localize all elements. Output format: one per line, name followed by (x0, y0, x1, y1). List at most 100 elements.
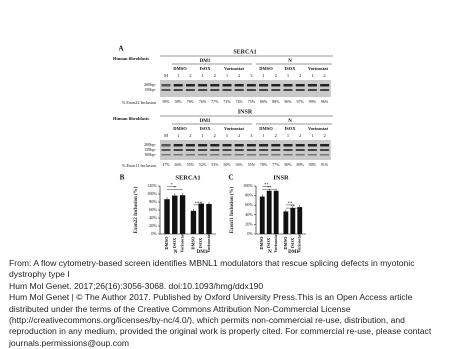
x-tick-label: ISOX (266, 237, 271, 248)
inclusion-value: 96% (321, 99, 329, 104)
gel-band (295, 84, 305, 87)
gel-band (259, 89, 269, 91)
lane-label: 1 (177, 133, 179, 138)
inclusion-value: 97% (297, 99, 305, 104)
y-tick-label: 20% (245, 221, 253, 226)
gel-band (283, 89, 293, 91)
lane-label: 1 (226, 133, 228, 138)
gel-band (283, 154, 293, 156)
lane-label: 1 (177, 73, 179, 78)
lane-label: 3 (250, 133, 253, 138)
group-label: DM1 (200, 59, 211, 64)
y-tick-label: 0% (151, 231, 157, 236)
gel-band (283, 144, 293, 147)
inclusion-value: 90% (309, 162, 317, 167)
significance-mark: * (171, 182, 174, 187)
y-tick-label: 100% (147, 191, 157, 196)
lane-label: 1 (201, 73, 203, 78)
page: A Human fibroblasts SERCA1 DM1 N DMSO ISOX Vori… (9, 44, 432, 348)
lane-label: 1 (262, 133, 264, 138)
treatment-label: DMSO (259, 66, 273, 71)
gel-image (160, 140, 331, 160)
inclusion-value: 55% (187, 162, 195, 167)
inclusion-value: 77% (211, 99, 219, 104)
gel-band (222, 149, 232, 151)
treatment-label: Vorinostat (224, 126, 245, 131)
gel-band (320, 149, 330, 151)
gel-band (234, 144, 244, 147)
gel-band (222, 154, 232, 156)
gel-band (161, 154, 171, 156)
group-label: DM1 (288, 250, 299, 255)
bar (266, 190, 272, 234)
inclusion-value: 76% (199, 99, 207, 104)
row-label: Human fibroblasts (113, 56, 149, 61)
treatment-label: DMSO (173, 126, 187, 131)
lane-label: 1 (311, 133, 313, 138)
group-label: N (288, 119, 292, 124)
lane-label: 2 (323, 133, 325, 138)
lane-label: 1 (262, 73, 264, 78)
treatment-label: DMSO (173, 66, 187, 71)
gel-band (185, 149, 195, 151)
inclusion-label: % Exon22 Inclusion (122, 100, 157, 105)
gel-band (185, 144, 195, 147)
gel-band (307, 154, 317, 156)
gel-band (271, 89, 281, 91)
lane-label: M (164, 73, 168, 78)
lane-label: 1 (201, 133, 203, 138)
gel-band (246, 84, 256, 87)
gel-band (271, 154, 281, 156)
size-label: 200bp- (144, 82, 156, 87)
gel-band (246, 89, 256, 91)
gel-band (246, 144, 256, 147)
gel-band (307, 89, 317, 91)
inclusion-value: 99% (309, 99, 317, 104)
panel-label: C (228, 174, 233, 182)
treatment-label: Vorinostat (224, 66, 245, 71)
y-tick-label: 60% (149, 207, 157, 212)
gel-band (173, 89, 183, 91)
gene-label: INSR (238, 109, 253, 115)
gel-band (161, 149, 171, 151)
gel-band (161, 89, 171, 91)
caption: From: A flow cytometry-based screen iden… (9, 258, 445, 349)
gel-band (198, 84, 208, 87)
y-tick-label: 80% (245, 193, 253, 198)
x-tick-label: Vorinostat (180, 233, 185, 253)
lane-label: 2 (238, 73, 240, 78)
inclusion-value: 53% (211, 162, 219, 167)
lane-label: 2 (238, 133, 240, 138)
inclusion-value: 73% (223, 99, 231, 104)
gel-band (222, 84, 232, 87)
gel-band (222, 89, 232, 91)
gel-band (173, 144, 183, 147)
caption-license: Hum Mol Genet | © The Author 2017. Publi… (9, 292, 432, 348)
gel-band (173, 149, 183, 151)
gel-band (259, 144, 269, 147)
gel-band (185, 84, 195, 87)
gel-band (198, 144, 208, 147)
x-tick-label: Vorinostat (297, 233, 302, 253)
significance-mark: ** (267, 185, 272, 190)
size-label: 200bp- (144, 142, 156, 147)
x-tick-label: ISOX (290, 237, 295, 248)
inclusion-value: 46% (175, 162, 183, 167)
gel-band (271, 84, 281, 87)
y-axis-label: Exon22 Inclusion (%) (134, 186, 139, 233)
treatment-label: ISOX (284, 66, 296, 71)
chart-title: SERCA1 (175, 174, 200, 181)
gel-band (198, 154, 208, 156)
lane-label: 1 (311, 73, 313, 78)
bar (198, 203, 204, 234)
inclusion-value: 86% (260, 99, 268, 104)
y-tick-label: 0% (247, 231, 253, 236)
x-tick-label: DMSO (164, 236, 169, 250)
y-tick-label: 20% (149, 223, 157, 228)
gel-band (320, 154, 330, 156)
gel-band (295, 144, 305, 147)
inclusion-value: 55% (248, 162, 256, 167)
bar (290, 208, 296, 234)
gel-band (161, 84, 171, 87)
x-tick-label: DMSO (259, 236, 264, 250)
